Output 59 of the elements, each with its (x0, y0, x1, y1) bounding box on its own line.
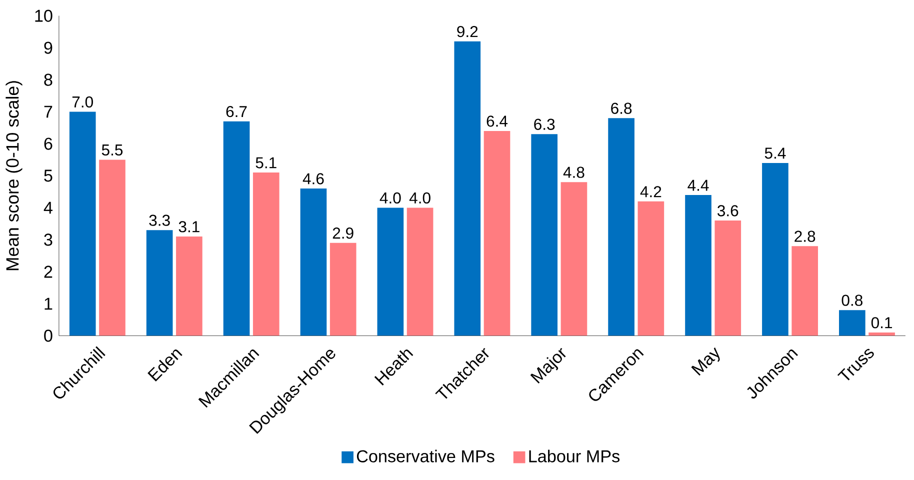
data-label: 4.2 (640, 186, 662, 198)
data-label: 4.6 (302, 173, 324, 184)
y-tick-label: 1 (44, 298, 52, 310)
data-label: 6.3 (534, 118, 555, 130)
bar (146, 230, 173, 336)
y-tick-label: 3 (44, 234, 52, 246)
bar (69, 112, 96, 336)
y-tick-label: 8 (44, 74, 52, 86)
data-label: 4.0 (380, 192, 401, 204)
data-label: 6.7 (226, 106, 247, 118)
bar (608, 118, 634, 336)
bar (377, 208, 404, 336)
y-axis-title: Mean score (0-10 scale) (6, 81, 22, 270)
data-label: 5.4 (764, 148, 786, 159)
legend-label: Conservative MPs (356, 450, 494, 462)
y-tick-label: 6 (44, 138, 52, 150)
data-label: 7.0 (72, 96, 93, 108)
bar (406, 208, 434, 336)
bar (223, 121, 250, 336)
bar (762, 163, 788, 336)
bar (638, 201, 664, 336)
data-label: 0.1 (871, 317, 892, 328)
data-label: 4.8 (563, 166, 584, 178)
data-label: 0.8 (842, 294, 862, 306)
data-label: 5.5 (102, 144, 123, 156)
bar (792, 246, 818, 336)
y-tick-label: 5 (44, 170, 52, 182)
y-tick-label: 4 (44, 202, 52, 214)
bar (714, 220, 742, 336)
y-tick-label: 0 (44, 330, 52, 342)
data-label: 2.9 (332, 228, 354, 239)
data-label: 3.3 (149, 214, 170, 226)
bar (300, 188, 327, 336)
bar (252, 172, 280, 336)
bar (330, 242, 356, 336)
bar (99, 160, 126, 336)
bar (868, 332, 895, 336)
data-label: 3.1 (178, 221, 200, 232)
y-tick-label: 10 (35, 10, 52, 22)
bar (531, 134, 558, 336)
bar (685, 195, 712, 336)
legend-label: Labour MPs (529, 450, 620, 462)
data-label: 4.0 (409, 192, 430, 204)
bar (176, 236, 202, 336)
data-label: 6.8 (611, 102, 632, 114)
bar (484, 131, 510, 336)
data-label: 6.4 (486, 116, 508, 127)
y-tick-label: 2 (44, 266, 52, 278)
y-tick-label: 7 (44, 106, 52, 118)
y-tick-label: 9 (44, 42, 52, 54)
data-label: 2.8 (794, 230, 816, 242)
bar (560, 182, 588, 336)
data-label: 3.6 (717, 205, 738, 216)
data-label: 5.1 (256, 157, 276, 168)
x-tick-label: May (691, 347, 720, 376)
data-label: 9.2 (457, 26, 478, 38)
data-label: 4.4 (688, 180, 709, 191)
bar (839, 310, 866, 336)
bar (454, 41, 481, 336)
